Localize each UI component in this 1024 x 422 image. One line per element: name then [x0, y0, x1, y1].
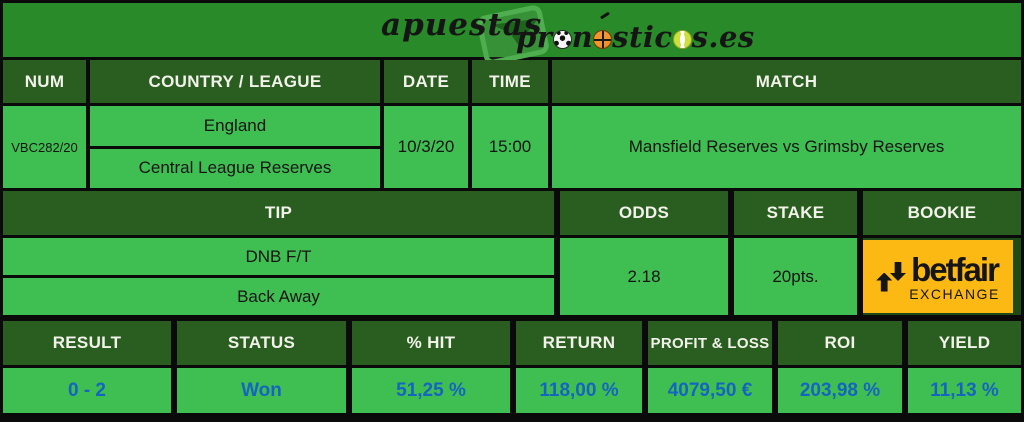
accent-mark	[600, 11, 611, 20]
site-logo-bar[interactable]: apuestas pr n stic s.es	[3, 3, 1021, 67]
return-header: RETURN	[516, 321, 642, 365]
betfair-exchange-logo[interactable]: betfair EXCHANGE	[863, 240, 1013, 313]
tip-header: TIP	[3, 191, 554, 235]
odds-cell: 2.18	[560, 238, 728, 315]
result-header: RESULT	[3, 321, 171, 365]
logo-text-apuestas: apuestas	[381, 7, 543, 43]
odds-header: ODDS	[560, 191, 728, 235]
hit-cell: 51,25 %	[352, 368, 510, 413]
tennis-ball-icon	[672, 30, 692, 49]
num-header: NUM	[3, 60, 86, 103]
country-cell: England	[90, 106, 380, 146]
country-league-header: COUNTRY / LEAGUE	[90, 60, 380, 103]
betfair-name: betfair	[911, 250, 1000, 288]
yield-header: YIELD	[908, 321, 1021, 365]
bookie-header: BOOKIE	[863, 191, 1021, 235]
match-cell: Mansfield Reserves vs Grimsby Reserves	[552, 106, 1021, 188]
yield-cell: 11,13 %	[908, 368, 1021, 413]
bookie-cell: betfair EXCHANGE	[863, 238, 1021, 315]
num-cell: VBC282/20	[3, 106, 86, 188]
match-header: MATCH	[552, 60, 1021, 103]
soccer-ball-icon	[552, 30, 572, 49]
profit-loss-header: PROFIT & LOSS	[648, 321, 772, 365]
hit-header: % HIT	[352, 321, 510, 365]
status-cell: Won	[177, 368, 346, 413]
tip-line1-cell: DNB F/T	[3, 238, 554, 275]
profit-loss-cell: 4079,50 €	[648, 368, 772, 413]
date-cell: 10/3/20	[384, 106, 468, 188]
time-header: TIME	[472, 60, 548, 103]
roi-header: ROI	[778, 321, 902, 365]
stake-header: STAKE	[734, 191, 857, 235]
logo-text-pronosticos: pr n stic s.es	[516, 11, 755, 54]
stake-cell: 20pts.	[734, 238, 857, 315]
betfair-arrows-icon	[876, 261, 906, 293]
time-cell: 15:00	[472, 106, 548, 188]
status-header: STATUS	[177, 321, 346, 365]
return-cell: 118,00 %	[516, 368, 642, 413]
roi-cell: 203,98 %	[778, 368, 902, 413]
tip-cell: DNB F/T Back Away	[3, 238, 554, 315]
basketball-icon	[593, 30, 613, 49]
league-cell: Central League Reserves	[90, 148, 380, 188]
betfair-exchange-label: EXCHANGE	[909, 285, 1000, 302]
date-header: DATE	[384, 60, 468, 103]
result-cell: 0 - 2	[3, 368, 171, 413]
country-league-cell: England Central League Reserves	[90, 106, 380, 188]
tip-line2-cell: Back Away	[3, 278, 554, 315]
